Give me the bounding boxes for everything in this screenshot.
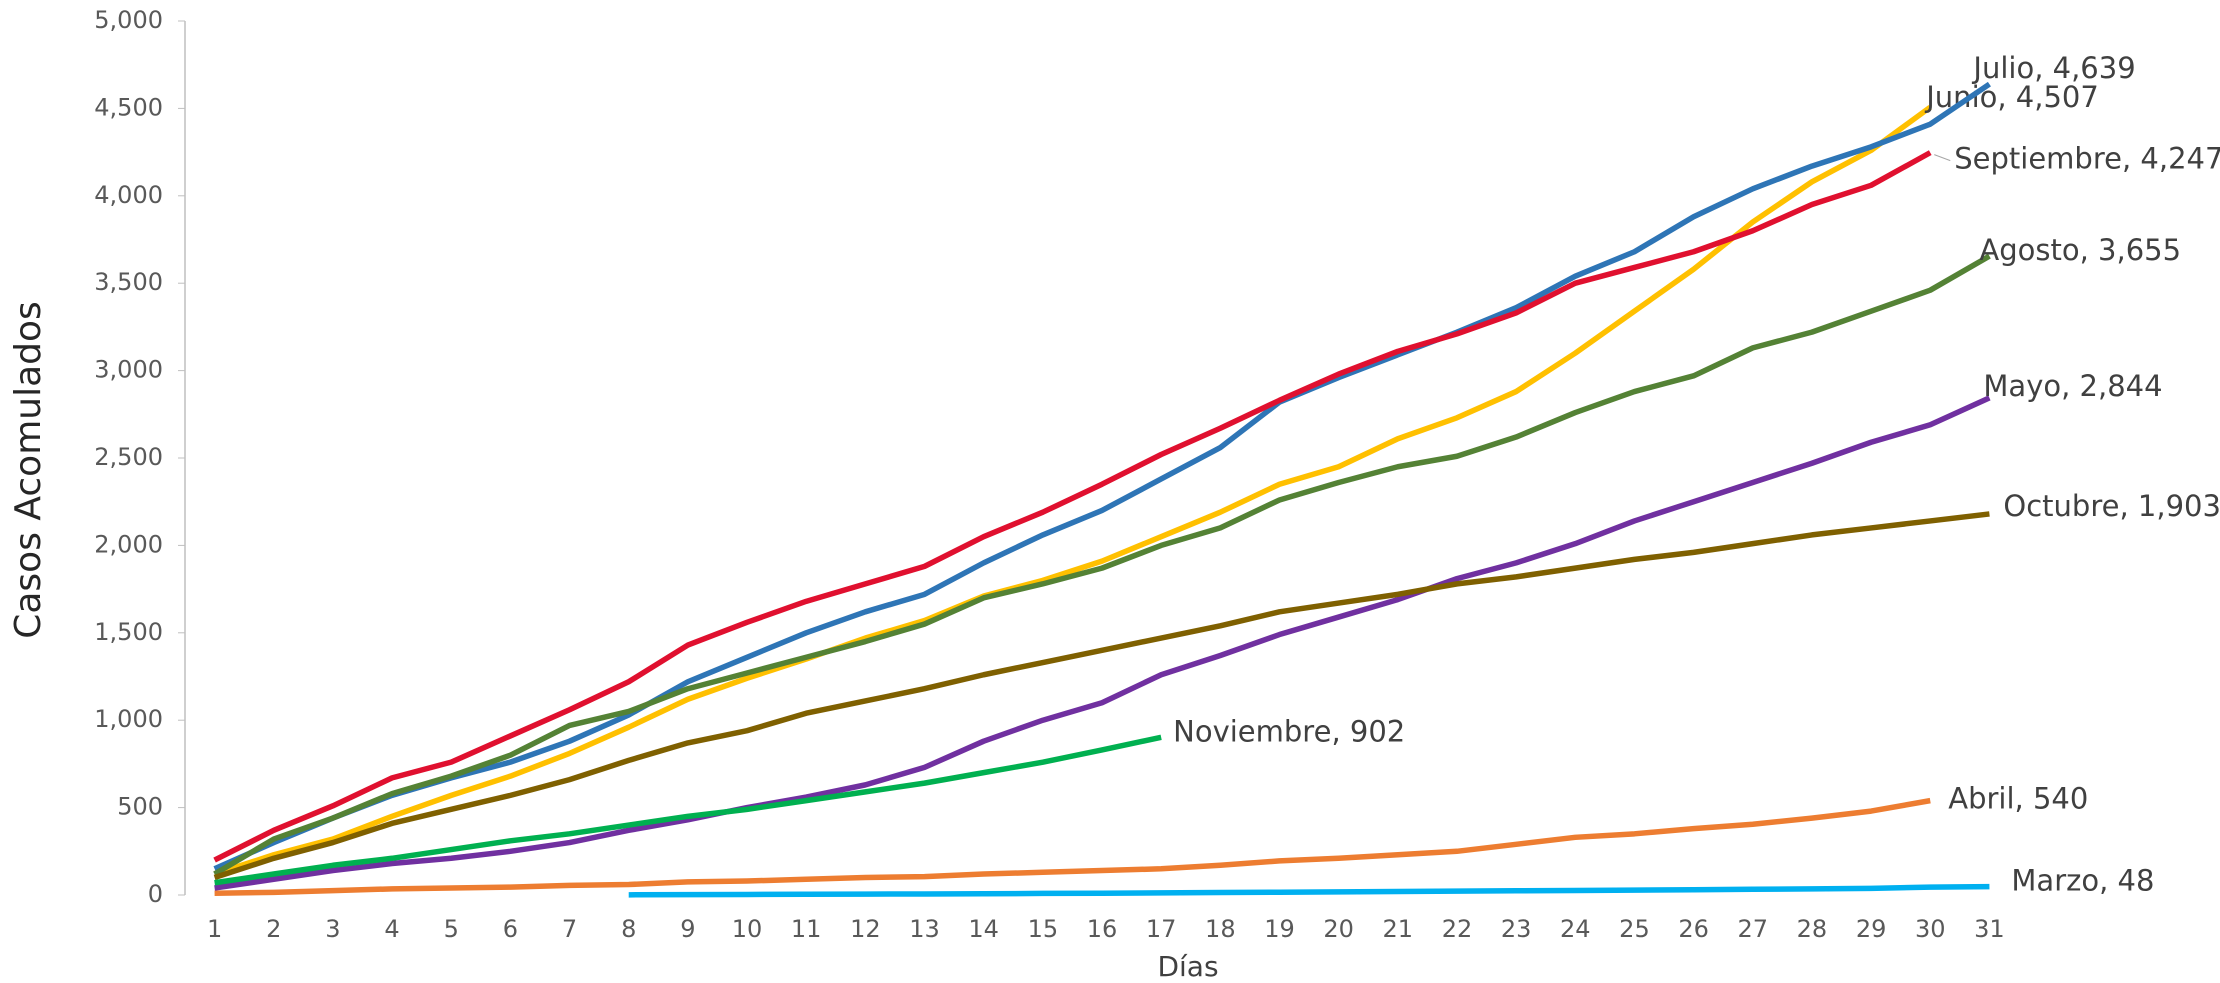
end-label: Abril, 540 xyxy=(1948,782,2088,816)
series-line xyxy=(628,883,1990,898)
x-tick-label: 26 xyxy=(1678,915,1709,943)
x-tick-label: 25 xyxy=(1619,915,1650,943)
y-tick-label: 4,000 xyxy=(94,181,163,209)
x-tick-label: 29 xyxy=(1856,915,1887,943)
x-tick-label: 11 xyxy=(791,915,822,943)
y-tick-label: 500 xyxy=(117,793,163,821)
series-line xyxy=(213,511,1990,881)
y-tick-label: 3,500 xyxy=(94,268,163,296)
x-tick-label: 3 xyxy=(325,915,340,943)
x-tick-label: 5 xyxy=(444,915,459,943)
x-tick-label: 15 xyxy=(1028,915,1059,943)
x-tick-label: 7 xyxy=(562,915,577,943)
y-tick-label: 4,500 xyxy=(94,93,163,121)
series-line xyxy=(214,734,1162,886)
x-tick-label: 12 xyxy=(850,915,881,943)
y-tick-label: 2,000 xyxy=(94,530,163,558)
end-label: Julio, 4,639 xyxy=(1971,51,2135,85)
x-tick-label: 2 xyxy=(266,915,281,943)
x-tick-label: 19 xyxy=(1264,915,1295,943)
y-tick-label: 5,000 xyxy=(94,6,163,34)
y-tick-label: 0 xyxy=(148,880,163,908)
x-tick-label: 28 xyxy=(1797,915,1828,943)
x-tick-label: 6 xyxy=(503,915,518,943)
x-tick-label: 17 xyxy=(1146,915,1177,943)
y-tick-label: 2,500 xyxy=(94,443,163,471)
y-tick-label: 1,500 xyxy=(94,618,163,646)
series-line xyxy=(213,81,1991,872)
y-tick-label: 3,000 xyxy=(94,356,163,384)
y-axis-title: Casos Acomulados xyxy=(8,301,49,639)
series-line xyxy=(213,253,1991,877)
x-tick-label: 9 xyxy=(680,915,695,943)
end-label: Octubre, 1,903 xyxy=(2003,489,2220,523)
x-tick-label: 22 xyxy=(1442,915,1473,943)
x-tick-label: 13 xyxy=(909,915,940,943)
series-line xyxy=(213,104,1932,877)
end-label: Agosto, 3,655 xyxy=(1979,233,2181,267)
x-tick-label: 23 xyxy=(1501,915,1532,943)
x-tick-label: 30 xyxy=(1915,915,1946,943)
x-tick-label: 16 xyxy=(1087,915,1118,943)
x-tick-label: 1 xyxy=(207,915,222,943)
x-tick-label: 27 xyxy=(1738,915,1769,943)
x-tick-label: 14 xyxy=(968,915,999,943)
series-line xyxy=(213,150,1932,863)
x-tick-label: 4 xyxy=(384,915,399,943)
end-label: Mayo, 2,844 xyxy=(1983,369,2162,403)
x-tick-label: 20 xyxy=(1323,915,1354,943)
end-label: Septiembre, 4,247 xyxy=(1954,142,2220,176)
x-tick-label: 8 xyxy=(621,915,636,943)
series-line xyxy=(214,395,1991,891)
series-line xyxy=(214,797,1931,897)
x-tick-label: 24 xyxy=(1560,915,1591,943)
x-axis-title: Días xyxy=(1157,950,1218,983)
leader-line xyxy=(1934,154,1951,162)
x-tick-label: 10 xyxy=(732,915,763,943)
end-label: Marzo, 48 xyxy=(2011,864,2154,898)
end-label: Noviembre, 902 xyxy=(1173,714,1405,748)
x-tick-label: 31 xyxy=(1974,915,2005,943)
y-tick-label: 1,000 xyxy=(94,705,163,733)
x-tick-label: 21 xyxy=(1383,915,1414,943)
x-tick-label: 18 xyxy=(1205,915,1236,943)
